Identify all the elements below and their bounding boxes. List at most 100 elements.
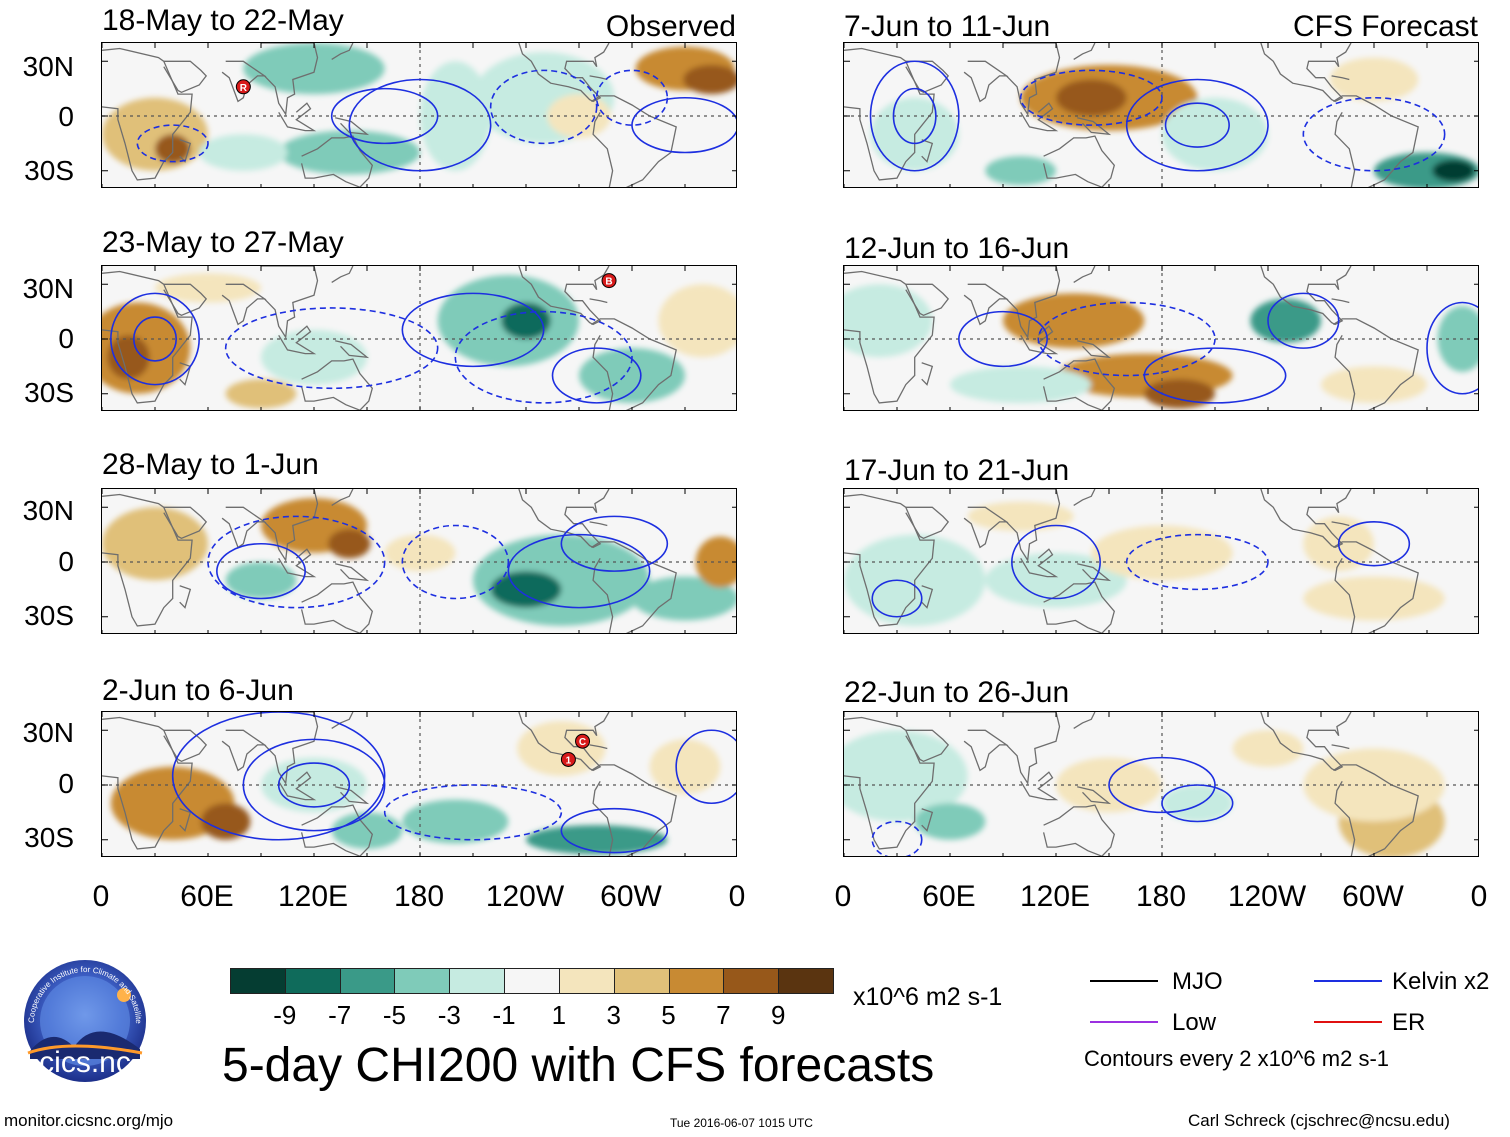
coastline (300, 804, 374, 856)
lat-label-30n: 30N (22, 51, 74, 82)
lon-label: 0 (834, 880, 852, 913)
kelvin-contour (871, 820, 923, 856)
coastline (1077, 117, 1112, 136)
coastline (591, 95, 677, 187)
forecast-map-panel (843, 265, 1479, 411)
map-svg (844, 712, 1478, 856)
colorbar-swatch (449, 968, 506, 994)
coastline (963, 60, 1009, 103)
colorbar-swatch (339, 968, 396, 994)
kelvin-contour (1019, 69, 1163, 126)
lat-label-30s: 30S (24, 600, 74, 631)
anomaly-region (985, 156, 1056, 186)
coastline (844, 47, 935, 181)
coastline (331, 43, 354, 60)
anomaly-region (844, 730, 968, 822)
lat-label-30s: 30S (24, 377, 74, 408)
kelvin-contour (595, 69, 669, 126)
anomaly-region (683, 64, 736, 95)
coastline (261, 43, 319, 117)
forecast-label: CFS Forecast (1292, 10, 1478, 43)
observed-map-panel: R (101, 42, 737, 188)
coastline (1333, 764, 1419, 856)
coastline (1260, 43, 1352, 103)
colorbar-swatch (778, 968, 834, 994)
anomaly-region (490, 571, 562, 608)
colorbar-tick-label: -3 (437, 1000, 461, 1030)
coastline (335, 117, 370, 136)
anomaly-region (501, 302, 551, 339)
storm-marker: R (235, 79, 251, 95)
coastline (300, 358, 374, 410)
kelvin-contour (132, 316, 178, 362)
coastline (1077, 563, 1112, 582)
kelvin-contour (1108, 756, 1216, 814)
anomaly-region (526, 825, 668, 855)
anomaly-region (243, 43, 385, 95)
coastline (1260, 712, 1352, 772)
anomaly-region (950, 366, 1092, 403)
anomaly-region (225, 562, 297, 599)
map-svg: R (102, 43, 736, 187)
coastline (331, 489, 354, 506)
observed-panel-title-4: 2-Jun to 6-Jun (102, 674, 294, 707)
kelvin-contour (892, 87, 937, 145)
lon-label: 180 (393, 880, 445, 913)
svg-text:1: 1 (566, 755, 572, 766)
anomaly-region (331, 812, 403, 849)
colorbar-tick-label: 7 (716, 1000, 731, 1030)
observed-label: Observed (605, 10, 736, 43)
coastline (163, 283, 208, 317)
anomaly-region (1162, 785, 1233, 822)
kelvin-contour (454, 310, 633, 404)
coastline (261, 489, 319, 563)
anomaly-region (1303, 576, 1445, 621)
coastline (1331, 744, 1350, 750)
coastline (1331, 75, 1350, 81)
coastline (1077, 340, 1112, 359)
kelvin-contour (958, 310, 1048, 368)
coastline (1260, 266, 1352, 326)
anomaly-region (1250, 298, 1321, 343)
footer-url[interactable]: monitor.cicsnc.org/mjo (4, 1111, 174, 1130)
svg-text:B: B (605, 277, 612, 288)
coastline (963, 729, 1009, 772)
coastline (921, 139, 934, 163)
coastline (589, 744, 608, 750)
coastline (179, 362, 192, 386)
colorbar-tick-label: -9 (273, 1000, 297, 1030)
svg-text:R: R (240, 83, 248, 94)
kelvin-contour (207, 515, 386, 609)
coastline (1260, 489, 1352, 549)
lon-label: 120W (1227, 880, 1307, 913)
storm-marker: C (575, 733, 591, 749)
anomaly-region (1232, 730, 1304, 767)
coastline (278, 771, 317, 801)
coastline (963, 506, 1009, 549)
anomaly-region (967, 501, 1074, 531)
anomaly-region (1144, 379, 1215, 409)
coastline (331, 266, 354, 283)
colorbar-tick-label: 9 (770, 1000, 786, 1030)
coastline (300, 581, 374, 633)
observed-panel-title-2: 23-May to 27-May (102, 226, 344, 259)
forecast-map-panel (843, 711, 1479, 857)
anomaly-region (1329, 57, 1419, 102)
coastline (221, 283, 267, 326)
coastline (1073, 266, 1096, 283)
legend-kelvin-line (1314, 980, 1382, 982)
coastline (1020, 548, 1059, 578)
colorbar-swatch (723, 968, 780, 994)
coastline (921, 585, 934, 609)
coastline (1073, 712, 1096, 729)
coastline (963, 283, 1009, 326)
anomaly-region (1321, 366, 1427, 403)
colorbar-tick-label: 1 (551, 1000, 567, 1030)
kelvin-contour (1143, 347, 1287, 404)
lon-label: 60E (922, 880, 976, 913)
anomaly-region (695, 536, 736, 588)
coastline (921, 362, 934, 386)
lat-label-30s: 30S (24, 155, 74, 186)
coastline (221, 729, 267, 772)
kelvin-contour (1302, 96, 1446, 172)
